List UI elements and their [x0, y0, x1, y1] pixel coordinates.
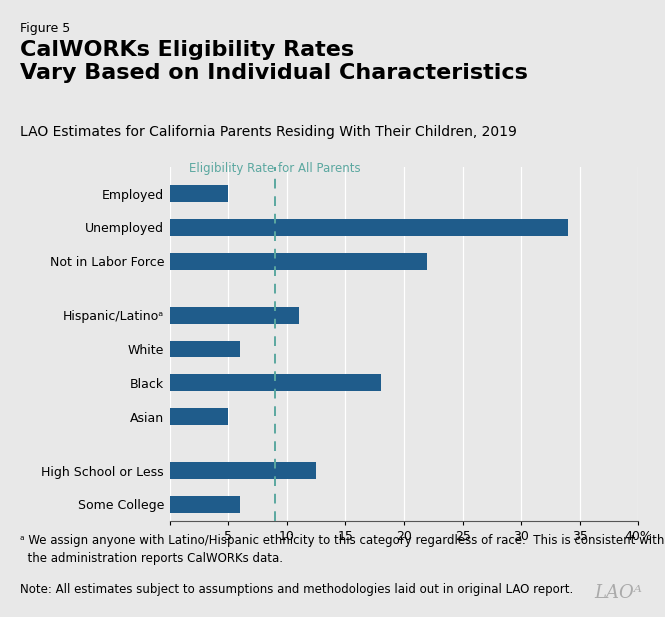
Bar	[170, 341, 240, 357]
Bar	[170, 462, 316, 479]
Text: Note: All estimates subject to assumptions and methodologies laid out in origina: Note: All estimates subject to assumptio…	[20, 583, 573, 596]
Bar	[170, 408, 228, 425]
Bar	[170, 185, 228, 202]
Text: LAO Estimates for California Parents Residing With Their Children, 2019: LAO Estimates for California Parents Res…	[20, 125, 517, 139]
Text: ᵃ We assign anyone with Latino/Hispanic ethnicity to this category regardless of: ᵃ We assign anyone with Latino/Hispanic …	[20, 534, 665, 565]
Text: CalWORKs Eligibility Rates
Vary Based on Individual Characteristics: CalWORKs Eligibility Rates Vary Based on…	[20, 40, 528, 83]
Text: LAOᴬ: LAOᴬ	[594, 584, 642, 602]
Bar	[170, 219, 568, 236]
Bar	[170, 253, 428, 270]
Text: Figure 5: Figure 5	[20, 22, 70, 35]
Bar	[170, 496, 240, 513]
Bar	[170, 307, 299, 324]
Bar	[170, 375, 380, 391]
Text: Eligibility Rate for All Parents: Eligibility Rate for All Parents	[190, 162, 361, 175]
